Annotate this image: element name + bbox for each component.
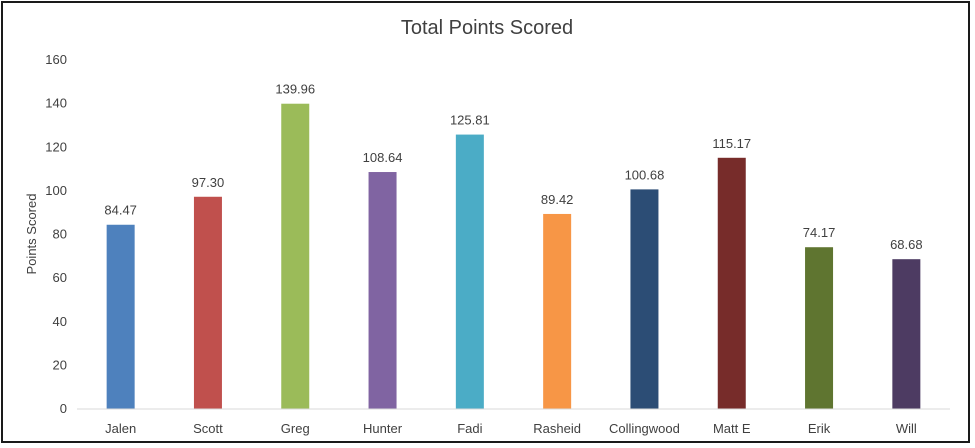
y-axis-label: Points Scored	[24, 194, 39, 275]
bar-will	[892, 259, 921, 409]
data-label: 84.47	[104, 203, 137, 218]
data-label: 139.96	[275, 82, 315, 97]
x-category-label: Matt E	[713, 421, 751, 436]
bar-rasheid	[543, 213, 572, 409]
y-tick-label: 120	[45, 139, 67, 154]
y-tick-label: 40	[53, 314, 67, 329]
data-label: 74.17	[803, 225, 836, 240]
bar-matt-e	[717, 157, 746, 409]
bar-erik	[805, 247, 834, 409]
bar-series	[106, 103, 921, 409]
x-category-label: Fadi	[457, 421, 482, 436]
x-category-label: Greg	[281, 421, 310, 436]
y-tick-label: 20	[53, 357, 67, 372]
x-category-label: Collingwood	[609, 421, 680, 436]
y-axis-ticks: 0 20 40 60 80 100 120 140 160	[45, 52, 67, 416]
data-label: 125.81	[450, 113, 490, 128]
x-axis-categories: Jalen Scott Greg Hunter Fadi Rasheid Collingwo…	[105, 421, 917, 436]
x-category-label: Hunter	[363, 421, 403, 436]
x-category-label: Erik	[808, 421, 831, 436]
data-labels: 84.47 97.30 139.96 108.64 125.81 89.42 100.68 1…	[104, 82, 922, 252]
data-label: 89.42	[541, 192, 574, 207]
data-label: 108.64	[363, 150, 403, 165]
data-label: 97.30	[192, 175, 225, 190]
x-category-label: Will	[896, 421, 917, 436]
x-category-label: Scott	[193, 421, 223, 436]
bar-collingwood	[630, 189, 659, 409]
chart-title: Total Points Scored	[401, 17, 573, 39]
y-tick-label: 100	[45, 183, 67, 198]
y-tick-label: 140	[45, 96, 67, 111]
x-category-label: Jalen	[105, 421, 136, 436]
y-tick-label: 160	[45, 52, 67, 67]
bar-hunter	[368, 172, 397, 409]
y-tick-label: 80	[53, 227, 67, 242]
data-label: 115.17	[712, 136, 751, 151]
data-label: 68.68	[890, 237, 923, 252]
bar-fadi	[455, 134, 484, 409]
bar-scott	[193, 196, 222, 409]
bar-jalen	[106, 224, 135, 409]
x-category-label: Rasheid	[533, 421, 581, 436]
bar-greg	[281, 103, 310, 409]
data-label: 100.68	[625, 167, 665, 182]
y-tick-label: 0	[60, 401, 67, 416]
y-tick-label: 60	[53, 270, 67, 285]
